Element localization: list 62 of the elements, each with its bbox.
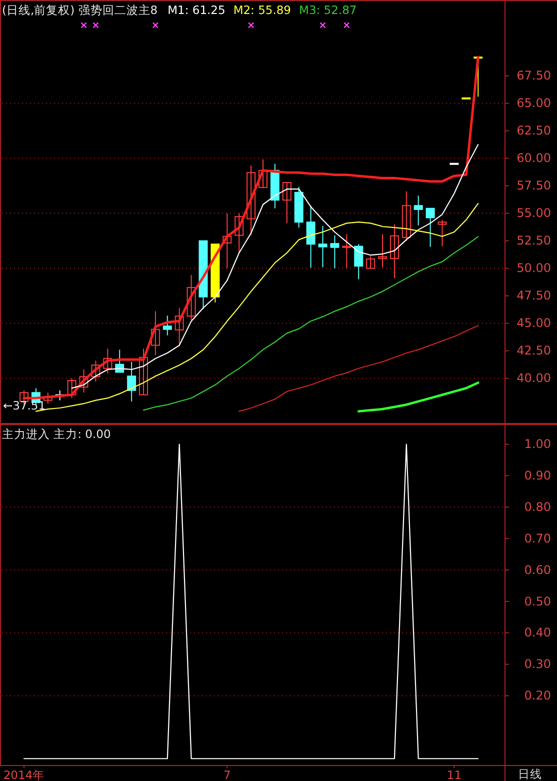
y-tick-label: 60.00 — [516, 151, 551, 166]
candlestick — [127, 361, 136, 402]
y-tick-label: 62.50 — [516, 124, 551, 138]
y-tick-label: 0.80 — [524, 500, 551, 514]
y-tick-label: 40.00 — [516, 371, 551, 386]
line-series — [238, 324, 479, 412]
chart-title: (日线,前复权) 强势回二波主8 — [2, 3, 158, 17]
candlestick — [342, 234, 352, 269]
line-series — [142, 236, 479, 411]
x-tick-label: 2014年 — [3, 768, 45, 781]
y-tick-label: 57.50 — [516, 178, 551, 193]
x-tick-label: 7 — [223, 768, 231, 781]
y-tick-label: 0.30 — [524, 657, 551, 672]
candlestick — [426, 208, 435, 248]
y-tick-label: 47.50 — [516, 288, 551, 303]
candlestick — [258, 158, 268, 188]
line-series — [357, 382, 480, 412]
y-tick-label: 0.70 — [524, 531, 551, 546]
text: M2: 55.89 — [233, 3, 292, 17]
candlestick — [222, 212, 232, 269]
text: 日线 — [518, 767, 542, 781]
y-tick-label: 45.00 — [516, 316, 551, 330]
candlestick — [91, 360, 100, 382]
candlestick — [150, 310, 160, 356]
y-tick-label: 65.00 — [516, 96, 551, 110]
candlestick — [67, 378, 76, 399]
x-tick-label: 11 — [446, 768, 462, 781]
candlestick — [366, 256, 376, 269]
candlestick — [438, 219, 447, 247]
y-tick-label: 0.20 — [524, 688, 551, 703]
candlestick — [306, 205, 316, 268]
y-tick-label: 1.00 — [524, 437, 551, 452]
y-tick-label: 52.50 — [516, 234, 551, 248]
candlestick — [282, 182, 292, 224]
candlestick — [246, 164, 256, 236]
y-tick-label: 55.00 — [516, 206, 551, 220]
chart-title: 主力进入 主力: 0.00 — [2, 427, 111, 441]
candlestick — [79, 369, 88, 394]
y-tick-label: 50.00 — [516, 261, 551, 276]
text: M3: 52.87 — [299, 3, 357, 17]
candlestick — [354, 244, 364, 280]
annotation: ←37.51 — [3, 398, 46, 413]
candlestick — [390, 224, 399, 279]
candlestick — [139, 348, 148, 396]
candlestick — [330, 234, 340, 269]
candlestick — [414, 195, 423, 226]
y-tick-label: 0.40 — [524, 626, 551, 640]
y-tick-label: 42.50 — [516, 344, 551, 358]
y-tick-label: 67.50 — [516, 68, 551, 83]
candlestick — [174, 307, 184, 347]
candlestick — [43, 392, 52, 404]
y-tick-label: 0.60 — [524, 562, 551, 577]
candlestick — [234, 212, 244, 254]
candlestick — [162, 315, 172, 336]
y-tick-label: 0.50 — [524, 594, 551, 608]
y-tick-label: 0.90 — [524, 468, 551, 483]
candlestick — [318, 225, 328, 268]
candlestick — [103, 348, 112, 374]
candlestick — [378, 234, 387, 268]
candlestick — [402, 190, 411, 242]
text: M1: 61.25 — [168, 3, 226, 17]
candlestick — [186, 274, 196, 320]
